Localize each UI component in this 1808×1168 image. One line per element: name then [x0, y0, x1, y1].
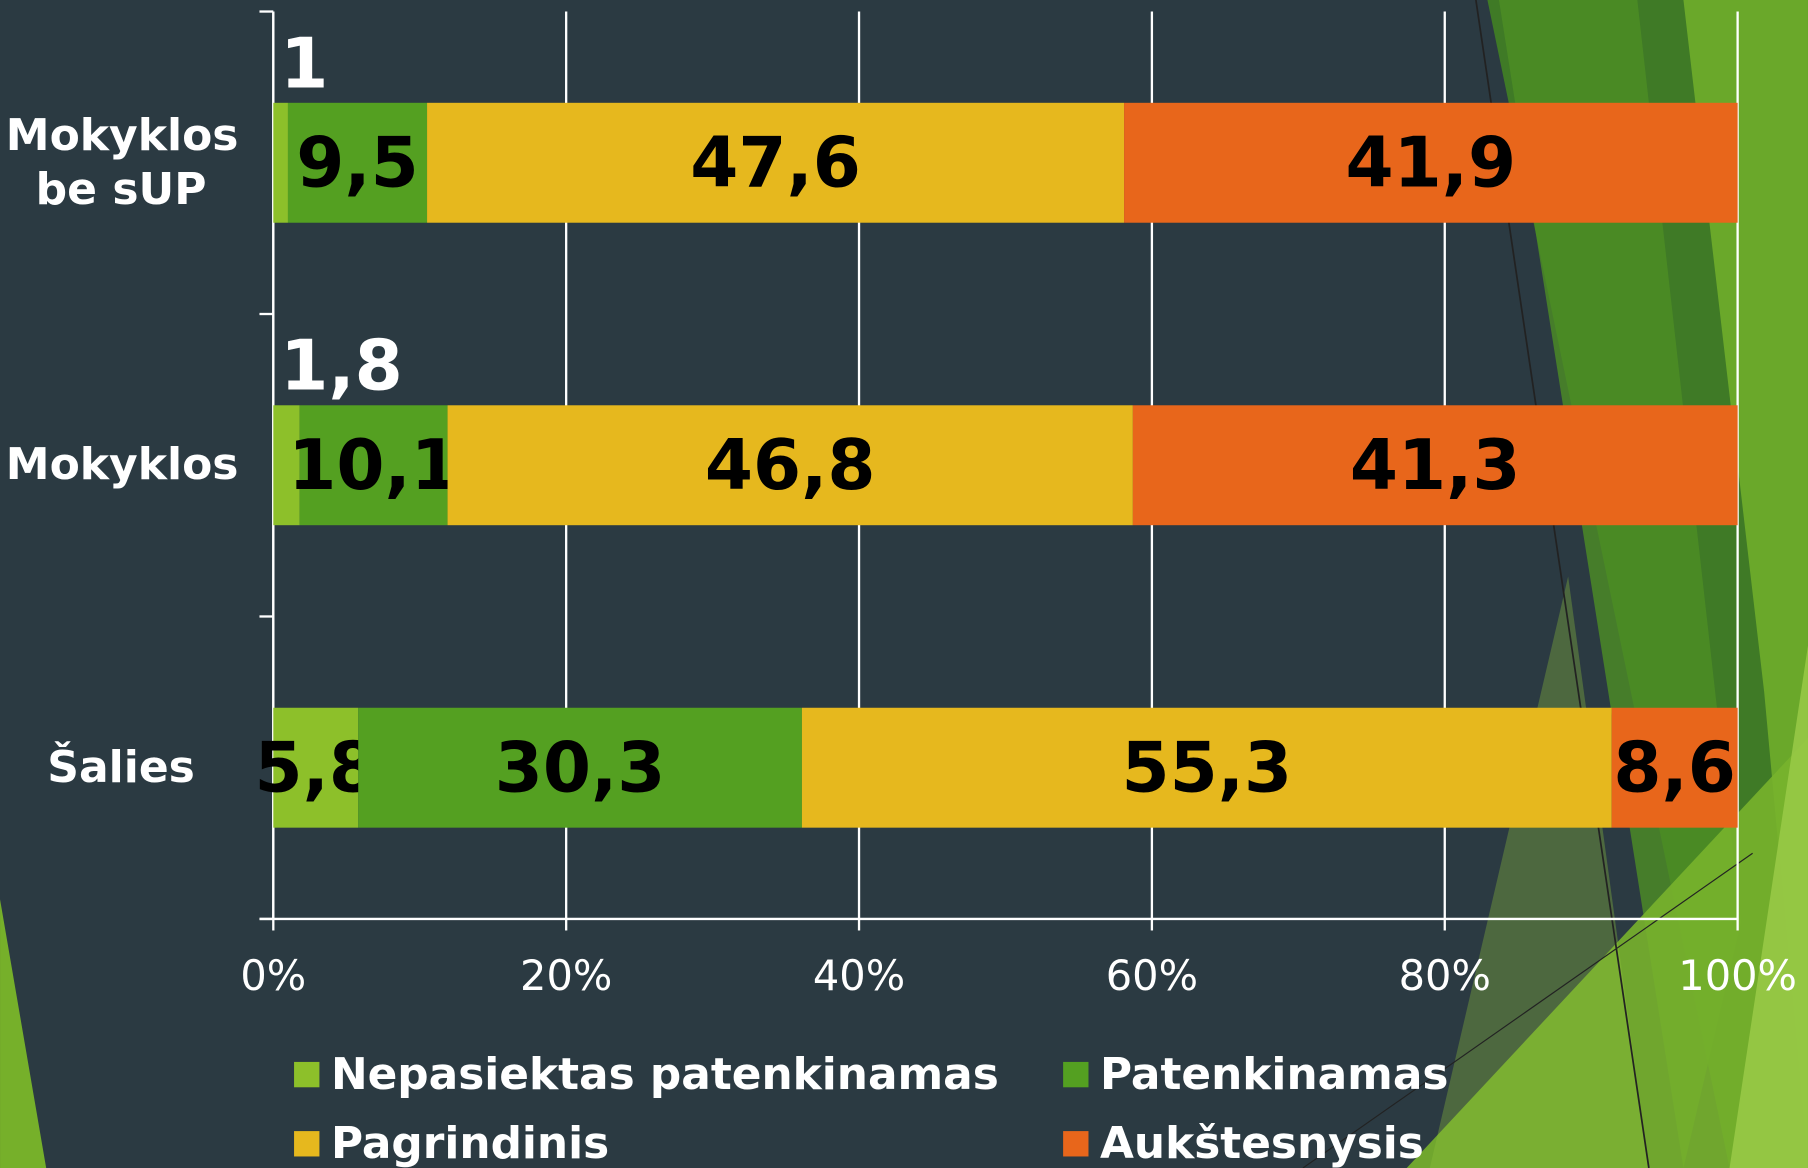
bar-segment — [299, 405, 448, 526]
data-label: 1,8 — [280, 327, 403, 407]
x-tick-label: 60% — [1106, 951, 1198, 1000]
data-label: 1 — [280, 24, 328, 104]
legend-label: Patenkinamas — [1100, 1049, 1448, 1100]
bar-segment — [1611, 707, 1738, 828]
bar-segment — [1124, 102, 1738, 223]
bar-segment — [273, 102, 288, 223]
legend-swatch — [1063, 1131, 1089, 1157]
bar-segment — [447, 405, 1133, 526]
x-tick-label: 100% — [1678, 951, 1797, 1000]
bar-segment — [273, 707, 359, 828]
data-label: 8,6 — [1613, 728, 1736, 808]
legend-swatch — [1063, 1061, 1089, 1088]
data-label: 47,6 — [690, 123, 861, 203]
legend-label: Nepasiektas patenkinamas — [331, 1049, 999, 1100]
legend-swatch — [294, 1131, 320, 1157]
bar-segment — [427, 102, 1125, 223]
data-label: 55,3 — [1121, 728, 1292, 808]
legend-label: Aukštesnysis — [1100, 1118, 1424, 1168]
legend-swatch — [294, 1061, 320, 1088]
data-label: 41,3 — [1350, 426, 1521, 506]
x-tick-label: 40% — [813, 951, 905, 1000]
data-label: 41,9 — [1346, 123, 1517, 203]
bar-segment — [801, 707, 1612, 828]
data-label: 30,3 — [495, 728, 666, 808]
data-label: 46,8 — [705, 426, 876, 506]
data-label: 5,8 — [254, 728, 377, 808]
bar-segment — [273, 405, 300, 526]
data-label: 10,1 — [288, 426, 459, 506]
legend-label: Pagrindinis — [331, 1118, 609, 1168]
data-label: 9,5 — [296, 123, 419, 203]
bar-segment — [287, 102, 428, 223]
y-tick-label: Mokyklos be sUP — [5, 109, 239, 215]
y-tick-label: Mokyklos — [5, 439, 239, 491]
bar-segment — [1132, 405, 1738, 526]
bar-segment — [358, 707, 802, 828]
x-tick-label: 80% — [1399, 951, 1491, 1000]
y-tick-label: Šalies — [47, 741, 195, 793]
x-tick-label: 20% — [520, 951, 612, 1000]
x-tick-label: 0% — [240, 951, 306, 1000]
